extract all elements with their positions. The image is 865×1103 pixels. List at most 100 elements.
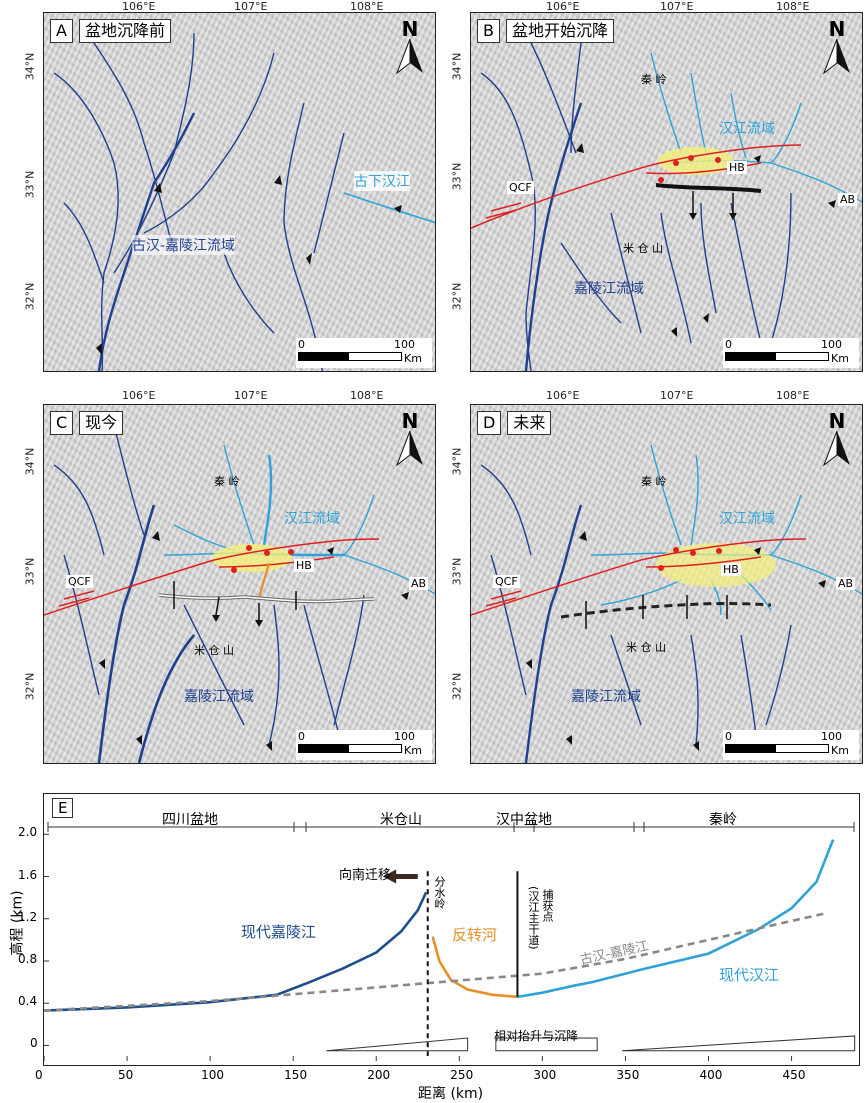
- region-label: 米仓山: [380, 812, 422, 828]
- lat-label: 32°N: [450, 282, 464, 311]
- north-arrow-icon: N: [395, 411, 425, 469]
- label-hb: HB: [727, 161, 747, 174]
- x-tick-label: 150: [284, 1068, 308, 1082]
- label-hb: HB: [294, 559, 314, 572]
- annotation-migrate: 向南迁移: [339, 868, 392, 883]
- lon-label: 108°E: [776, 0, 810, 13]
- scale-bar: 0 100 Km: [723, 730, 859, 760]
- annotation-capture-sub: (汉江主干道): [527, 886, 540, 950]
- lat-label: 32°N: [23, 672, 37, 701]
- lat-label: 33°N: [450, 557, 464, 586]
- label-ab: AB: [838, 193, 858, 206]
- lat-label: 34°N: [450, 447, 464, 476]
- y-tick-label: 2.0: [18, 825, 38, 840]
- lat-label: 33°N: [23, 170, 37, 199]
- label-qcf: QCF: [507, 181, 534, 194]
- map-panel-a: A 盆地沉降前 N 古下汉江 古汉-嘉陵江流域 0 100 Km: [43, 12, 436, 372]
- lat-label: 33°N: [23, 557, 37, 586]
- label-qinling: 秦 岭: [641, 475, 667, 488]
- panel-letter: E: [52, 798, 74, 818]
- label-old-han-lower: 古下汉江: [354, 171, 410, 191]
- lon-label: 107°E: [234, 389, 268, 402]
- profile-panel-e: E 四川盆地 米仓山 汉中盆地 秦岭 向南迁移 分水岭 捕获点 (汉江主干道) …: [43, 793, 860, 1066]
- series-line: [43, 891, 428, 1012]
- panel-a-label: A 盆地沉降前: [50, 19, 171, 43]
- panel-c-label: C 现今: [50, 411, 124, 435]
- x-tick-label: 450: [782, 1068, 806, 1082]
- north-arrow-icon: N: [822, 411, 852, 469]
- series-line: [43, 912, 826, 1012]
- profile-chart: [43, 822, 856, 1061]
- lon-label: 107°E: [660, 0, 694, 13]
- panel-b-label: B 盆地开始沉降: [477, 19, 614, 43]
- series-line: [431, 936, 518, 999]
- lon-label: 106°E: [122, 0, 156, 13]
- lon-label: 108°E: [350, 0, 384, 13]
- lat-label: 34°N: [23, 447, 37, 476]
- lon-label: 106°E: [546, 389, 580, 402]
- label-qcf: QCF: [66, 575, 93, 588]
- panel-d-label: D 未来: [477, 411, 552, 435]
- panel-letter: C: [50, 411, 74, 435]
- river-network-d: [471, 444, 862, 763]
- lat-label: 32°N: [23, 282, 37, 311]
- river-network-a: [53, 32, 435, 371]
- y-tick-label: 0.8: [18, 951, 38, 966]
- panel-title: 盆地开始沉降: [505, 19, 614, 43]
- annotation-divide: 分水岭: [433, 876, 446, 909]
- region-label: 四川盆地: [162, 812, 218, 828]
- x-tick-label: 300: [533, 1068, 557, 1082]
- map-panel-b: B 盆地开始沉降 N 秦 岭 汉江流域 HB QCF 米 仓 山 嘉陵江流域 A…: [470, 12, 863, 372]
- panel-letter: B: [477, 19, 500, 43]
- series-label-han: 现代汉江: [719, 966, 780, 984]
- region-label: 汉中盆地: [496, 812, 552, 828]
- panel-title: 盆地沉降前: [78, 19, 171, 43]
- x-axis-label: 距离 (km): [418, 1086, 484, 1102]
- label-old-basin: 古汉-嘉陵江流域: [132, 235, 236, 255]
- lon-label: 107°E: [234, 0, 268, 13]
- label-hanjiang: 汉江流域: [719, 511, 775, 527]
- north-arrow-icon: N: [822, 19, 852, 77]
- series-line: [517, 839, 835, 999]
- annotation-uplift: 相对抬升与沉降: [494, 1029, 579, 1043]
- label-jialing: 嘉陵江流域: [184, 689, 254, 705]
- region-label: 秦岭: [709, 812, 737, 828]
- panel-title: 未来: [507, 411, 552, 435]
- x-tick-label: 350: [616, 1068, 640, 1082]
- y-tick-label: 1.2: [18, 909, 38, 924]
- river-network-b: [471, 42, 862, 371]
- scale-bar: 0 100 Km: [296, 338, 432, 368]
- label-jialing: 嘉陵江流域: [574, 281, 644, 297]
- lon-label: 106°E: [122, 389, 156, 402]
- y-tick-label: 1.6: [18, 867, 38, 882]
- label-jialing: 嘉陵江流域: [571, 689, 641, 705]
- lat-label: 33°N: [450, 162, 464, 191]
- lon-label: 107°E: [660, 389, 694, 402]
- north-arrow-icon: N: [395, 19, 425, 77]
- x-tick-label: 200: [367, 1068, 391, 1082]
- series-label-jialing: 现代嘉陵江: [241, 923, 317, 941]
- migrate-arrowhead-icon: [382, 869, 397, 884]
- annotation-capture: 捕获点: [541, 889, 554, 922]
- map-panel-c: C 现今 N 秦 岭 汉江流域 HB QCF 米 仓 山 嘉陵江流域 AB 0 …: [43, 404, 436, 764]
- label-micang: 米 仓 山: [623, 242, 663, 255]
- label-micang: 米 仓 山: [194, 644, 234, 657]
- map-panel-d: D 未来 N 秦 岭 汉江流域 HB QCF 米 仓 山 嘉陵江流域 AB 0 …: [470, 404, 863, 764]
- panel-title: 现今: [79, 411, 124, 435]
- label-micang: 米 仓 山: [626, 641, 666, 654]
- lat-label: 32°N: [450, 672, 464, 701]
- lat-label: 34°N: [23, 52, 37, 81]
- uplift-wedge-icon: [622, 1035, 856, 1052]
- label-qinling: 秦 岭: [214, 475, 240, 488]
- river-network-c: [44, 424, 435, 763]
- label-ab: AB: [836, 577, 856, 590]
- lon-label: 108°E: [776, 389, 810, 402]
- panel-letter: D: [477, 411, 502, 435]
- y-tick-label: 0.4: [18, 994, 38, 1009]
- lat-label: 34°N: [450, 52, 464, 81]
- scale-bar: 0 100 Km: [296, 730, 432, 760]
- label-hanjiang: 汉江流域: [284, 511, 340, 527]
- label-hanjiang: 汉江流域: [719, 121, 775, 137]
- x-tick-label: 50: [118, 1068, 134, 1082]
- x-tick-label: 400: [699, 1068, 723, 1082]
